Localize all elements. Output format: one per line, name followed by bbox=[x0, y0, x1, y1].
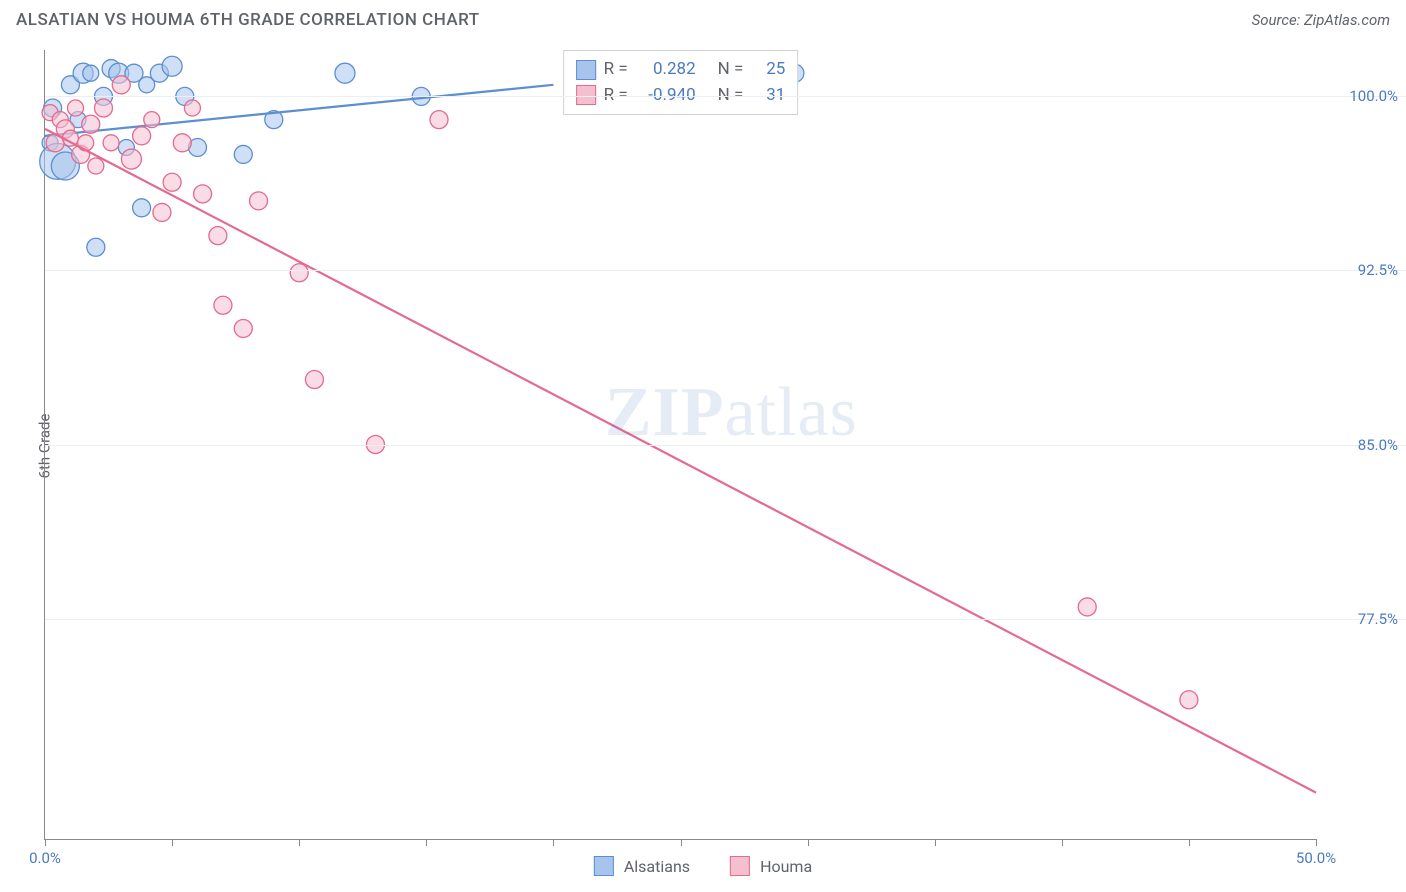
n-label: N = bbox=[718, 83, 744, 109]
legend-swatch bbox=[730, 856, 750, 876]
r-label: R = bbox=[604, 57, 628, 83]
data-point[interactable] bbox=[103, 135, 119, 151]
data-point[interactable] bbox=[234, 319, 252, 337]
legend-stat-row: R = 0.282 N = 25 bbox=[576, 57, 786, 83]
data-point[interactable] bbox=[163, 173, 181, 191]
data-point[interactable] bbox=[209, 227, 227, 245]
source-attribution: Source: ZipAtlas.com bbox=[1252, 11, 1390, 29]
trend-line bbox=[45, 129, 1316, 793]
source-prefix: Source: bbox=[1252, 11, 1304, 29]
gridline bbox=[45, 619, 1406, 620]
data-point[interactable] bbox=[94, 99, 112, 117]
data-point[interactable] bbox=[430, 111, 448, 129]
x-tick bbox=[172, 839, 173, 846]
data-point[interactable] bbox=[112, 76, 130, 94]
data-point[interactable] bbox=[68, 100, 84, 116]
x-tick bbox=[299, 839, 300, 846]
data-point[interactable] bbox=[88, 158, 104, 174]
legend-item[interactable]: Alsatians bbox=[594, 856, 690, 876]
x-tick-label: 50.0% bbox=[1296, 849, 1336, 867]
y-tick-label: 100.0% bbox=[1326, 87, 1398, 105]
legend-label: Alsatians bbox=[624, 857, 690, 876]
data-point[interactable] bbox=[234, 145, 252, 163]
x-tick bbox=[1062, 839, 1063, 846]
legend-swatch bbox=[576, 85, 596, 105]
data-point[interactable] bbox=[83, 65, 99, 81]
n-label: N = bbox=[718, 57, 744, 83]
n-value: 25 bbox=[755, 57, 785, 83]
x-tick-label: 0.0% bbox=[29, 849, 61, 867]
chart-header: ALSATIAN VS HOUMA 6TH GRADE CORRELATION … bbox=[0, 0, 1406, 36]
data-point[interactable] bbox=[82, 115, 100, 133]
r-value: 0.282 bbox=[640, 57, 696, 83]
x-tick bbox=[808, 839, 809, 846]
source-name: ZipAtlas.com bbox=[1304, 11, 1390, 29]
x-tick bbox=[553, 839, 554, 846]
legend-swatch bbox=[576, 60, 596, 80]
data-point[interactable] bbox=[250, 192, 268, 210]
data-point[interactable] bbox=[1078, 598, 1096, 616]
data-point[interactable] bbox=[1180, 691, 1198, 709]
x-tick bbox=[935, 839, 936, 846]
gridline bbox=[45, 445, 1406, 446]
x-tick bbox=[1189, 839, 1190, 846]
x-tick bbox=[681, 839, 682, 846]
data-point[interactable] bbox=[133, 127, 151, 145]
y-tick-label: 77.5% bbox=[1326, 610, 1398, 628]
legend-stat-row: R = -0.940 N = 31 bbox=[576, 83, 786, 109]
n-value: 31 bbox=[755, 83, 785, 109]
x-tick bbox=[45, 839, 46, 846]
y-tick-label: 92.5% bbox=[1326, 261, 1398, 279]
correlation-legend: R = 0.282 N = 25 R = -0.940 N = 31 bbox=[563, 50, 799, 115]
data-point[interactable] bbox=[162, 56, 182, 76]
legend-label: Houma bbox=[760, 857, 812, 876]
data-point[interactable] bbox=[144, 112, 160, 128]
gridline bbox=[45, 270, 1406, 271]
data-point[interactable] bbox=[133, 199, 151, 217]
series-legend: Alsatians Houma bbox=[594, 856, 812, 876]
r-value: -0.940 bbox=[640, 83, 696, 109]
data-point[interactable] bbox=[184, 100, 200, 116]
data-point[interactable] bbox=[214, 296, 232, 314]
data-point[interactable] bbox=[87, 238, 105, 256]
r-label: R = bbox=[604, 83, 628, 109]
gridline bbox=[45, 96, 1406, 97]
chart-area: ZIPatlas R =0.282N =25R =-0.940N =31 77.… bbox=[44, 50, 1316, 840]
data-point[interactable] bbox=[153, 203, 171, 221]
data-point[interactable] bbox=[305, 371, 323, 389]
data-point[interactable] bbox=[335, 63, 355, 83]
legend-item[interactable]: Houma bbox=[730, 856, 812, 876]
data-point[interactable] bbox=[290, 264, 308, 282]
x-tick bbox=[1316, 839, 1317, 846]
x-tick bbox=[426, 839, 427, 846]
chart-title: ALSATIAN VS HOUMA 6TH GRADE CORRELATION … bbox=[16, 10, 480, 30]
data-point[interactable] bbox=[194, 185, 212, 203]
data-point[interactable] bbox=[173, 134, 191, 152]
data-point[interactable] bbox=[121, 149, 141, 169]
y-tick-label: 85.0% bbox=[1326, 436, 1398, 454]
legend-swatch bbox=[594, 856, 614, 876]
